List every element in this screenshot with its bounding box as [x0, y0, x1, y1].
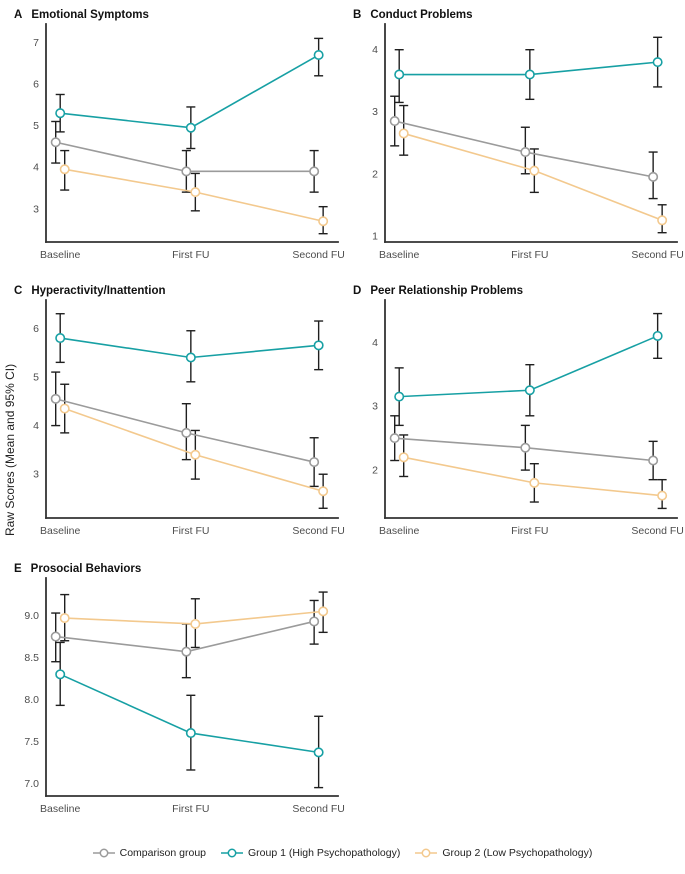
legend-item-comparison-group: Comparison group — [92, 847, 207, 859]
panel-e-prosocial-behaviors: E Prosocial Behaviors 7.0 7.5 8.0 8.5 9.0 Basel… — [8, 558, 345, 824]
svg-text:4: 4 — [33, 420, 39, 432]
svg-text:First FU: First FU — [511, 525, 548, 537]
svg-text:5: 5 — [33, 371, 39, 383]
svg-text:9.0: 9.0 — [24, 610, 39, 622]
svg-text:Second FU: Second FU — [631, 525, 684, 537]
svg-text:First FU: First FU — [172, 525, 209, 537]
svg-text:Second FU: Second FU — [631, 249, 684, 261]
line-circle-marker-icon — [221, 848, 244, 858]
line-circle-marker-icon — [415, 848, 438, 858]
svg-text:Second FU: Second FU — [292, 525, 345, 537]
panel-chart-svg: C Hyperactivity/Inattention 3 4 5 6 Baseline Fi… — [14, 285, 345, 537]
svg-text:Baseline: Baseline — [40, 525, 80, 537]
svg-text:2: 2 — [372, 465, 378, 477]
svg-text:3: 3 — [33, 203, 39, 215]
svg-text:First FU: First FU — [511, 249, 548, 261]
svg-text:Baseline: Baseline — [40, 249, 80, 261]
svg-text:7.0: 7.0 — [24, 778, 39, 790]
svg-text:4: 4 — [372, 337, 378, 349]
svg-text:4: 4 — [372, 44, 378, 56]
panel-b-conduct-problems: B Conduct Problems 1 2 3 4 Baseline First FU Sec… — [347, 4, 684, 270]
svg-text:Second FU: Second FU — [292, 249, 345, 261]
svg-text:4: 4 — [33, 162, 39, 174]
svg-text:7: 7 — [33, 37, 39, 49]
svg-text:1: 1 — [372, 230, 378, 242]
panel-chart-svg: D Peer Relationship Problems 2 3 4 Baseline Fi… — [353, 285, 684, 537]
panel-d-peer-relationship-problems: D Peer Relationship Problems 2 3 4 Baseline Fi… — [347, 280, 684, 546]
svg-text:3: 3 — [372, 401, 378, 413]
svg-text:8.0: 8.0 — [24, 694, 39, 706]
svg-text:5: 5 — [33, 120, 39, 132]
legend-item-label: Group 1 (High Psychopathology) — [248, 847, 401, 859]
svg-text:6: 6 — [33, 79, 39, 91]
svg-text:3: 3 — [372, 106, 378, 118]
svg-text:8.5: 8.5 — [24, 652, 39, 664]
legend-item-group1-high-psychopathology: Group 1 (High Psychopathology) — [221, 847, 400, 859]
panel-chart-svg: E Prosocial Behaviors 7.0 7.5 8.0 8.5 9.0 Basel… — [14, 563, 345, 815]
svg-text:7.5: 7.5 — [24, 736, 39, 748]
y-axis-label: Raw Scores (Mean and 95% CI) — [3, 363, 17, 536]
svg-text:Second FU: Second FU — [292, 803, 345, 815]
legend: Comparison group Group 1 (High Psychopat… — [0, 847, 685, 859]
svg-text:Baseline: Baseline — [379, 249, 419, 261]
legend-item-label: Comparison group — [119, 847, 207, 859]
panel-a-emotional-symptoms: A Emotional Symptoms 3 4 5 6 7 Baseline First FU… — [8, 4, 345, 270]
legend-item-label: Group 2 (Low Psychopathology) — [442, 847, 593, 859]
svg-text:Baseline: Baseline — [379, 525, 419, 537]
svg-text:Baseline: Baseline — [40, 803, 80, 815]
panel-chart-svg: B Conduct Problems 1 2 3 4 Baseline First FU Sec… — [353, 9, 684, 261]
svg-text:First FU: First FU — [172, 249, 209, 261]
svg-text:3: 3 — [33, 469, 39, 481]
legend-item-group2-low-psychopathology: Group 2 (Low Psychopathology) — [415, 847, 592, 859]
panel-chart-svg: A Emotional Symptoms 3 4 5 6 7 Baseline First FU… — [14, 9, 345, 261]
svg-text:First FU: First FU — [172, 803, 209, 815]
svg-text:2: 2 — [372, 168, 378, 180]
svg-text:6: 6 — [33, 323, 39, 335]
panel-c-hyperactivity-inattention: C Hyperactivity/Inattention 3 4 5 6 Baseline Fi… — [8, 280, 345, 546]
line-circle-marker-icon — [92, 848, 115, 858]
